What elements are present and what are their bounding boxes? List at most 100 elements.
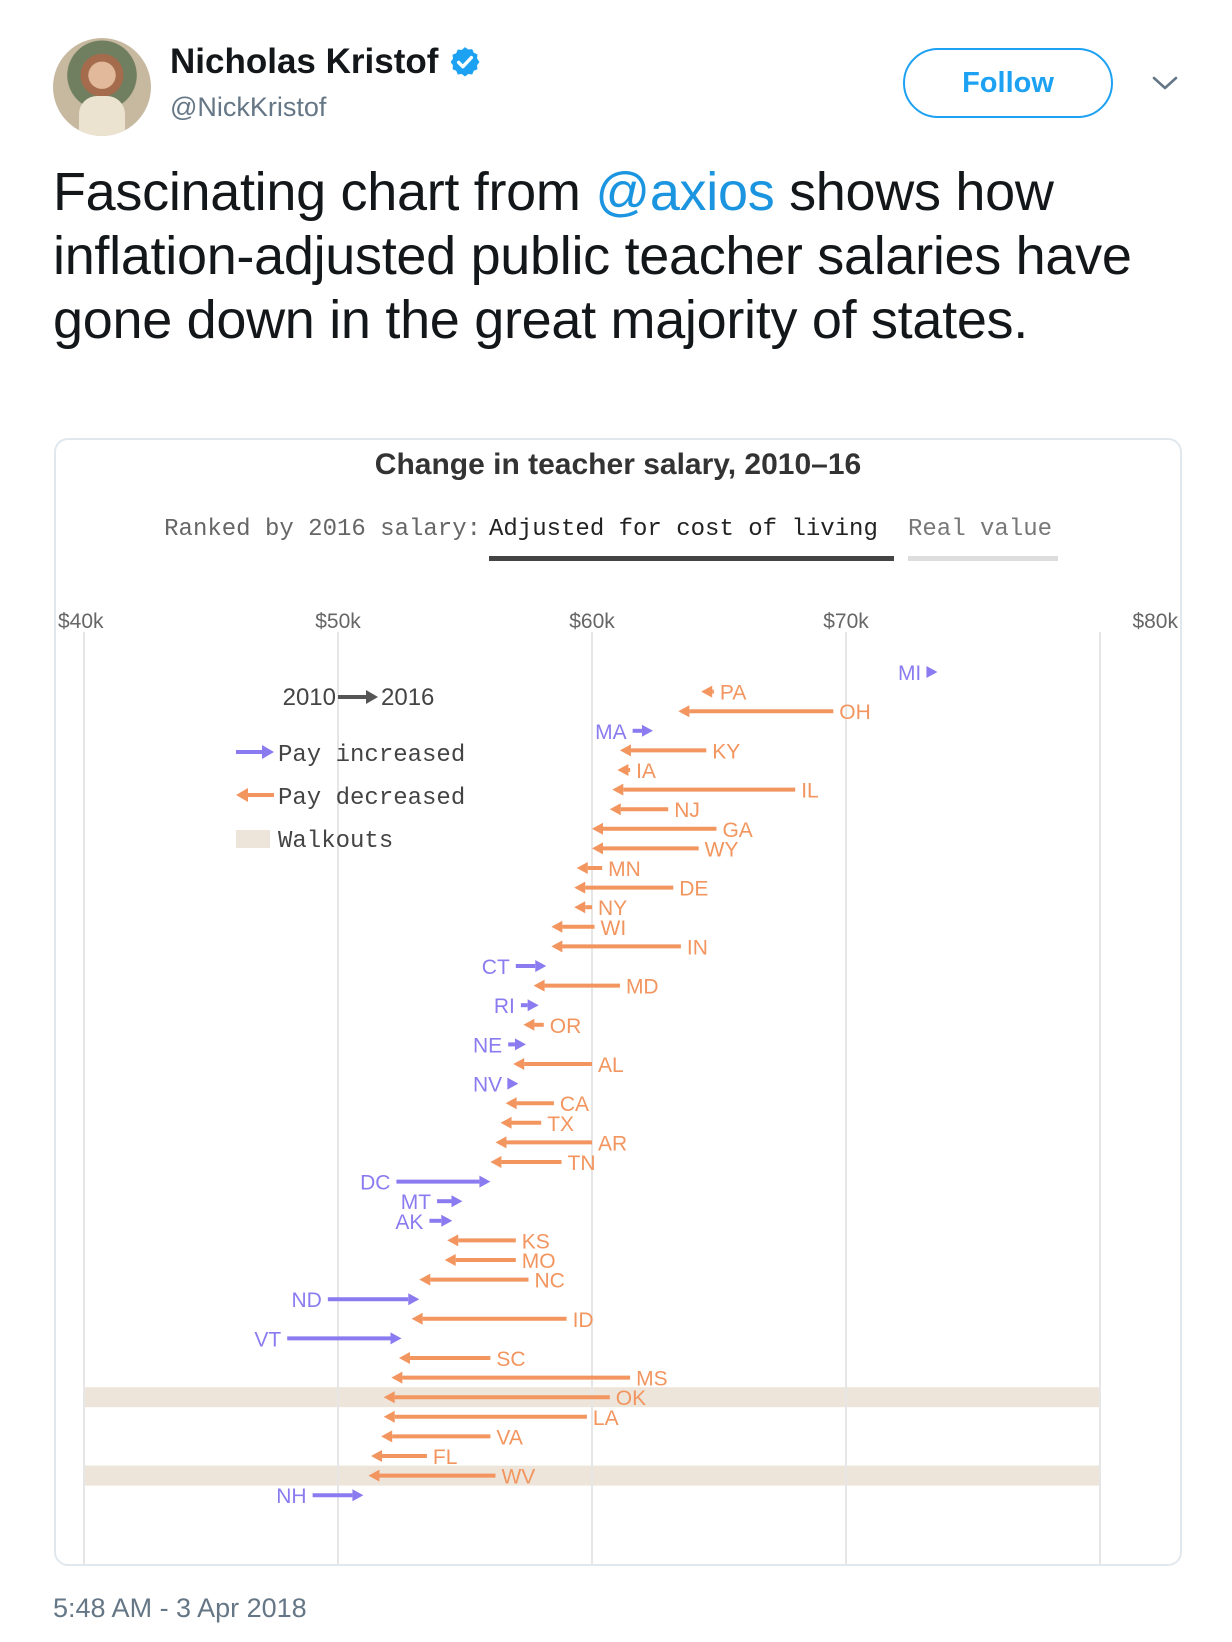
- state-arrow[interactable]: WI: [551, 917, 626, 940]
- tweet-text-before: Fascinating chart from: [53, 162, 596, 222]
- state-arrow[interactable]: NY: [574, 897, 627, 920]
- arrow-head: [617, 764, 629, 776]
- arrow-head: [523, 1018, 535, 1031]
- state-label: OH: [839, 701, 871, 724]
- state-arrow[interactable]: MD: [533, 976, 659, 999]
- state-arrow[interactable]: LA: [383, 1407, 619, 1430]
- state-arrow[interactable]: AR: [495, 1132, 627, 1155]
- arrow-head: [533, 979, 545, 992]
- follow-button[interactable]: Follow: [903, 48, 1113, 118]
- state-label: MT: [401, 1191, 431, 1214]
- arrow-head: [447, 1234, 459, 1247]
- state-arrow[interactable]: TN: [490, 1152, 596, 1175]
- arrow-head: [527, 999, 539, 1012]
- tweet-timestamp[interactable]: 5:48 AM - 3 Apr 2018: [53, 1593, 307, 1623]
- state-arrow[interactable]: FL: [371, 1446, 457, 1469]
- legend-decrease-arrow-icon: [236, 788, 274, 802]
- state-arrow[interactable]: MN: [576, 858, 641, 881]
- state-arrow[interactable]: NJ: [609, 799, 700, 822]
- state-arrow[interactable]: PA: [701, 682, 746, 705]
- chevron-down-icon[interactable]: [1150, 73, 1180, 93]
- state-arrow[interactable]: RI: [494, 995, 539, 1018]
- state-arrow[interactable]: WY: [592, 838, 739, 861]
- state-arrow[interactable]: SC: [398, 1348, 526, 1371]
- arrow-head: [398, 1352, 410, 1364]
- state-arrow[interactable]: CA: [505, 1093, 589, 1116]
- state-arrow[interactable]: MI: [898, 662, 938, 685]
- author-handle[interactable]: @NickKristof: [170, 92, 327, 122]
- arrow-head: [419, 1273, 431, 1286]
- state-arrow[interactable]: KY: [619, 740, 740, 763]
- legend-arrow-icon: [338, 690, 378, 704]
- author-name[interactable]: Nicholas Kristof: [170, 42, 439, 81]
- state-arrow[interactable]: OH: [678, 701, 871, 724]
- x-tick-label: $60k: [569, 610, 615, 633]
- state-label: MS: [636, 1368, 668, 1391]
- state-arrow[interactable]: ND: [291, 1289, 420, 1312]
- state-label: IA: [636, 760, 656, 783]
- tweet-text: Fascinating chart from @axios shows how …: [53, 160, 1173, 352]
- arrow-head: [678, 705, 690, 718]
- state-arrow[interactable]: AK: [395, 1211, 453, 1234]
- state-label: MA: [595, 721, 627, 744]
- state-label: VT: [254, 1328, 281, 1351]
- state-label: MD: [626, 976, 659, 999]
- state-arrow[interactable]: NE: [473, 1034, 526, 1057]
- chart-card[interactable]: Change in teacher salary, 2010–16 Ranked…: [54, 438, 1182, 1566]
- state-arrow[interactable]: IA: [617, 760, 656, 783]
- mention-link[interactable]: @axios: [595, 162, 775, 222]
- state-arrow[interactable]: AL: [513, 1054, 624, 1077]
- state-arrow[interactable]: OK: [383, 1387, 646, 1410]
- avatar[interactable]: [53, 38, 151, 136]
- arrow-head: [490, 1156, 502, 1168]
- x-axis-ticks: $40k $50k $60k $70k $80k: [58, 610, 1178, 633]
- toggle-option-real[interactable]: Real value: [908, 516, 1052, 543]
- state-arrow[interactable]: WV: [368, 1466, 535, 1489]
- state-arrow[interactable]: MO: [444, 1250, 556, 1273]
- state-label: MO: [522, 1250, 556, 1273]
- state-label: SC: [496, 1348, 525, 1371]
- state-arrow[interactable]: DC: [360, 1172, 491, 1195]
- arrow-head: [383, 1391, 395, 1404]
- arrow-head: [352, 1489, 364, 1502]
- arrow-head: [441, 1214, 453, 1227]
- state-label: NE: [473, 1034, 502, 1057]
- state-arrow[interactable]: NH: [276, 1485, 364, 1508]
- state-arrow[interactable]: NC: [419, 1270, 565, 1293]
- arrow-head: [535, 960, 547, 972]
- state-label: WI: [601, 917, 627, 940]
- state-arrow[interactable]: KS: [447, 1230, 550, 1253]
- state-label: RI: [494, 995, 515, 1018]
- state-arrow[interactable]: IL: [612, 780, 819, 803]
- state-arrow[interactable]: IN: [551, 936, 708, 959]
- arrow-head: [592, 842, 603, 855]
- state-arrow[interactable]: NV: [473, 1074, 519, 1097]
- legend-increase-arrow-icon: [236, 745, 274, 759]
- state-arrow[interactable]: CT: [482, 956, 547, 979]
- state-arrow[interactable]: GA: [592, 819, 753, 842]
- state-label: GA: [722, 819, 752, 842]
- tweet-text-after: shows how inflation-adjusted public teac…: [53, 162, 1132, 350]
- arrow-head: [505, 1097, 517, 1110]
- arrow-head: [368, 1469, 380, 1482]
- state-arrow[interactable]: DE: [574, 878, 708, 901]
- state-arrow[interactable]: VT: [254, 1328, 402, 1351]
- legend-increase-label: Pay increased: [278, 742, 465, 769]
- state-label: VA: [496, 1426, 522, 1449]
- toggle-option-adjusted[interactable]: Adjusted for cost of living: [489, 516, 878, 543]
- arrow-head: [514, 1038, 526, 1051]
- state-arrow[interactable]: VA: [381, 1426, 523, 1449]
- arrow-head: [411, 1312, 423, 1325]
- state-label: IL: [801, 780, 819, 803]
- state-arrow[interactable]: MS: [391, 1368, 668, 1391]
- state-label: KS: [522, 1230, 550, 1253]
- state-arrow[interactable]: OR: [523, 1015, 581, 1038]
- arrow-head: [619, 744, 631, 757]
- state-label: KY: [712, 740, 740, 763]
- state-label: AR: [598, 1132, 627, 1155]
- state-arrow[interactable]: MA: [595, 721, 653, 744]
- state-label: TX: [547, 1113, 574, 1136]
- state-arrow[interactable]: MT: [401, 1191, 463, 1214]
- state-arrow[interactable]: ID: [411, 1309, 594, 1332]
- state-arrow[interactable]: TX: [500, 1113, 574, 1136]
